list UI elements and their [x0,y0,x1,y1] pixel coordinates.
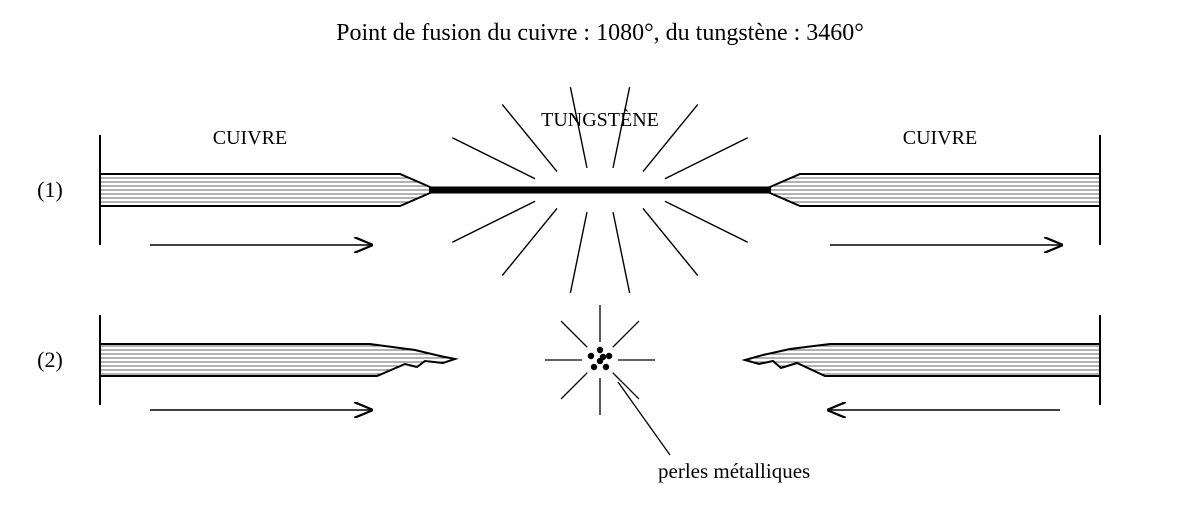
row1-left-copper [100,174,430,206]
label-right-copper: CUIVRE [903,127,977,149]
title: Point de fusion du cuivre : 1080°, du tu… [336,20,864,46]
label-tungsten: TUNGSTÈNE [541,108,659,131]
row1-right-copper [770,174,1100,206]
label-left-copper: CUIVRE [213,127,287,149]
beads-label: perles métalliques [658,459,810,483]
row2-label: (2) [37,347,63,372]
row1-label: (1) [37,177,63,202]
metallic-beads [588,347,612,370]
row2-right-copper [745,344,1100,376]
row2-left-copper [100,344,455,376]
